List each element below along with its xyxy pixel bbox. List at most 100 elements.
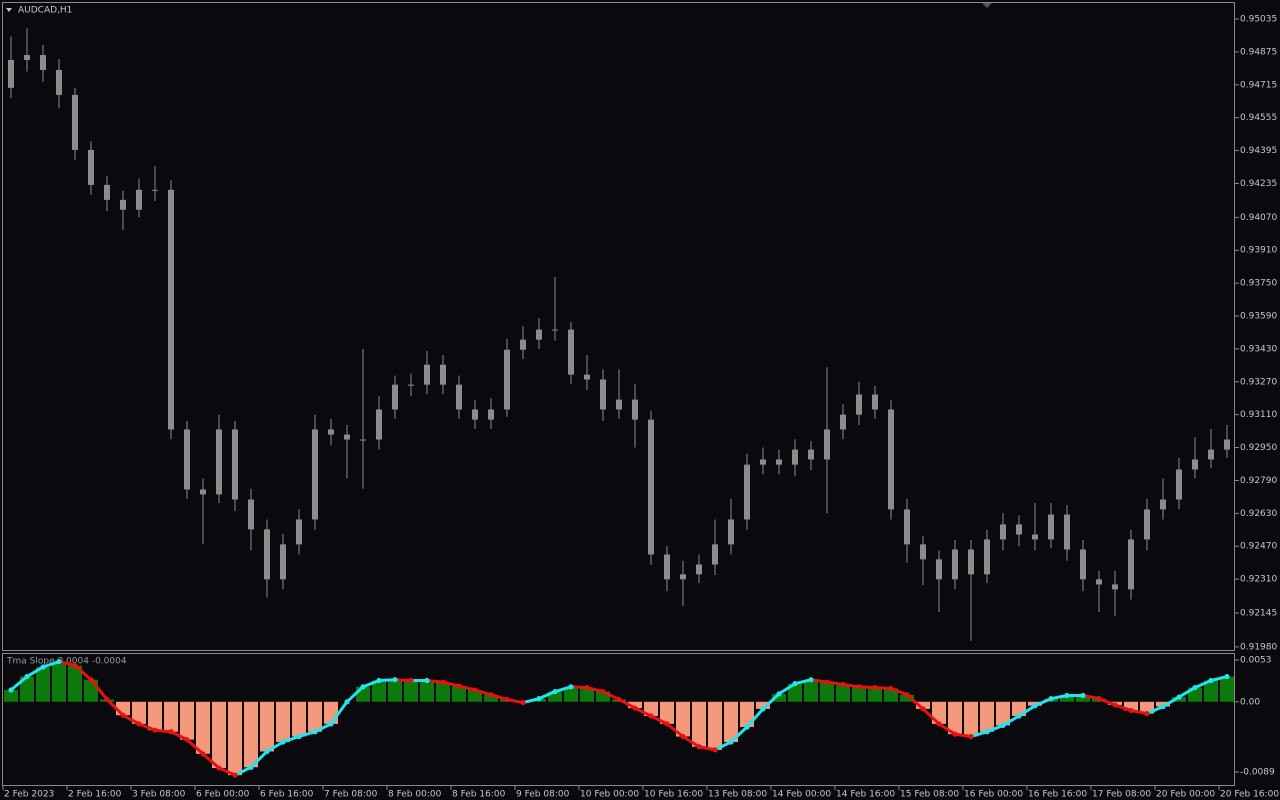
candle-body bbox=[200, 489, 206, 495]
candle-body bbox=[1064, 514, 1070, 550]
candle-body bbox=[584, 374, 590, 380]
slope-line bbox=[794, 678, 812, 686]
slope-bar bbox=[420, 680, 434, 702]
slope-line bbox=[266, 740, 284, 753]
candle-body bbox=[680, 574, 686, 580]
candle-body bbox=[488, 409, 494, 420]
slope-dot bbox=[1048, 696, 1054, 702]
slope-dot bbox=[520, 699, 526, 706]
slope-bar bbox=[1204, 680, 1218, 702]
slope-line bbox=[138, 722, 156, 732]
candle-body bbox=[808, 449, 814, 460]
slope-line bbox=[345, 685, 365, 703]
candle-body bbox=[264, 529, 270, 580]
candle-body bbox=[440, 364, 446, 385]
slope-bar bbox=[324, 701, 338, 724]
y-tick-label: 0.92790 bbox=[1240, 476, 1277, 486]
candle-body bbox=[312, 429, 318, 520]
slope-bar bbox=[196, 701, 210, 754]
x-tick-label: 3 Feb 08:00 bbox=[132, 790, 186, 800]
slope-bar bbox=[148, 701, 162, 731]
slope-dot bbox=[1160, 703, 1166, 710]
slope-dot bbox=[1224, 673, 1230, 680]
slope-dot bbox=[984, 729, 990, 735]
slope-bar bbox=[948, 701, 962, 735]
slope-line bbox=[650, 714, 668, 726]
slope-line bbox=[890, 686, 908, 697]
slope-dot bbox=[1144, 711, 1150, 717]
slope-bar bbox=[388, 679, 402, 702]
y-tick-label: 0.93270 bbox=[1240, 377, 1277, 387]
slope-dot bbox=[24, 673, 30, 680]
slope-line bbox=[1098, 697, 1116, 707]
slope-line bbox=[58, 660, 76, 667]
slope-dot bbox=[536, 696, 542, 702]
slope-line bbox=[954, 732, 972, 738]
candle-body bbox=[8, 59, 14, 88]
symbol-menu-arrow[interactable] bbox=[6, 8, 12, 12]
slope-line bbox=[1210, 675, 1228, 682]
candle-body bbox=[168, 189, 174, 430]
slope-line bbox=[970, 730, 988, 738]
slope-dot bbox=[1032, 703, 1038, 709]
slope-line bbox=[729, 725, 749, 744]
slope-dot bbox=[1016, 713, 1022, 719]
slope-line bbox=[986, 724, 1004, 734]
y-tick-label: 0.92950 bbox=[1240, 443, 1277, 453]
x-tick-label: 2 Feb 2023 bbox=[4, 790, 54, 800]
candle-body bbox=[776, 459, 782, 465]
slope-dot bbox=[424, 677, 430, 684]
candle-body bbox=[104, 184, 110, 200]
y-tick-label: 0.92470 bbox=[1240, 542, 1277, 552]
candle-body bbox=[648, 419, 654, 555]
slope-line bbox=[154, 728, 172, 734]
y-tick-label: 0.93910 bbox=[1240, 246, 1277, 256]
candle-body bbox=[712, 544, 718, 565]
candle-body bbox=[296, 519, 302, 545]
candle-body bbox=[344, 434, 350, 440]
slope-line bbox=[1002, 714, 1020, 727]
slope-bar bbox=[1076, 695, 1090, 702]
y-tick-label: 0.92630 bbox=[1240, 509, 1277, 519]
candle-body bbox=[1208, 449, 1214, 460]
slope-dot bbox=[696, 744, 702, 750]
candle-body bbox=[1048, 514, 1054, 540]
slope-dot bbox=[552, 688, 558, 695]
slope-bar bbox=[292, 701, 306, 737]
slope-line bbox=[442, 680, 460, 688]
slope-line bbox=[474, 688, 492, 697]
slope-bar bbox=[1060, 695, 1074, 702]
slope-bar bbox=[980, 701, 994, 732]
slope-dot bbox=[840, 681, 846, 688]
shift-marker[interactable] bbox=[982, 3, 992, 8]
slope-dot bbox=[120, 712, 126, 718]
slope-dot bbox=[584, 684, 590, 691]
slope-line bbox=[570, 685, 588, 690]
slope-dot bbox=[904, 692, 910, 698]
candle-body bbox=[536, 329, 542, 340]
slope-line bbox=[202, 752, 220, 770]
y-tick-label: 0.91980 bbox=[1240, 642, 1277, 652]
candle-body bbox=[1112, 584, 1118, 590]
slope-bar bbox=[36, 667, 50, 702]
x-tick-label: 14 Feb 00:00 bbox=[772, 790, 831, 800]
slope-dot bbox=[216, 765, 222, 771]
candle-body bbox=[1080, 549, 1086, 580]
slope-line bbox=[298, 730, 316, 738]
candle-body bbox=[888, 409, 894, 510]
candle-body bbox=[88, 149, 94, 185]
slope-bar bbox=[868, 687, 882, 702]
slope-bar bbox=[452, 686, 466, 702]
main-panel-frame bbox=[2, 2, 1235, 651]
candle-body bbox=[520, 339, 526, 350]
candle-body bbox=[56, 70, 62, 95]
slope-line bbox=[218, 766, 236, 777]
slope-line bbox=[618, 698, 636, 710]
x-tick-label: 20 Feb 16:00 bbox=[1220, 790, 1279, 800]
slope-bar bbox=[1140, 701, 1154, 714]
slope-dot bbox=[1176, 694, 1182, 700]
slope-line bbox=[810, 678, 828, 684]
y-tick-label: -0.0089 bbox=[1240, 767, 1275, 777]
